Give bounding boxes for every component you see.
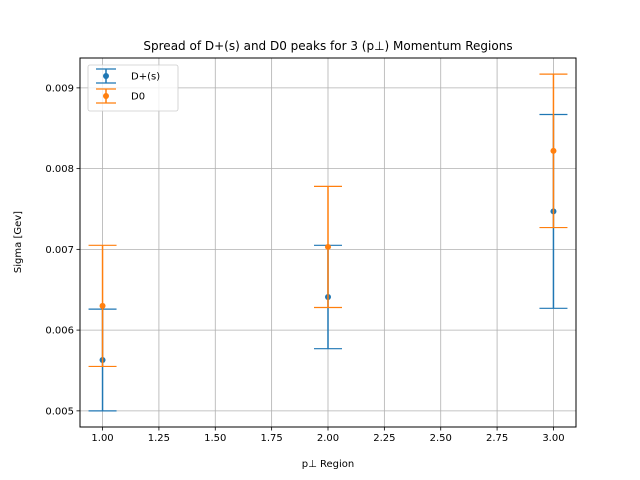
data-point (99, 302, 106, 309)
y-tick-label: 0.007 (45, 245, 74, 256)
legend-marker (103, 93, 109, 99)
axes: 1.00 1.25 1.50 1.75 2.00 2.25 2.50 2.75 3.00 0.00… (45, 83, 564, 444)
x-tick-label: 1.25 (148, 433, 170, 444)
x-tick-label: 2.25 (373, 433, 395, 444)
data-point (550, 147, 557, 154)
x-tick-label: 1.75 (261, 433, 283, 444)
y-axis-label: Sigma [Gev] (13, 211, 24, 273)
y-tick-label: 0.008 (45, 164, 74, 175)
x-tick-label: 1.50 (204, 433, 226, 444)
x-tick-label: 2.50 (430, 433, 452, 444)
x-tick-label: 2.75 (486, 433, 508, 444)
x-tick-label: 3.00 (542, 433, 564, 444)
y-tick-label: 0.009 (45, 83, 74, 94)
y-tick-label: 0.005 (45, 406, 74, 417)
x-tick-label: 1.00 (91, 433, 113, 444)
y-tick-label: 0.006 (45, 326, 74, 337)
x-axis-label: p⊥ Region (302, 459, 354, 470)
chart-title: Spread of D+(s) and D0 peaks for 3 (p⊥) … (143, 39, 512, 53)
legend-box (87, 64, 179, 112)
legend: D+(s) D0 (87, 64, 179, 112)
data-series (88, 73, 568, 412)
series-group (88, 73, 568, 368)
x-tick-label: 2.00 (317, 433, 339, 444)
legend-label: D+(s) (131, 72, 160, 83)
legend-label: D0 (131, 92, 145, 103)
data-point (325, 243, 331, 250)
legend-marker (103, 73, 109, 79)
